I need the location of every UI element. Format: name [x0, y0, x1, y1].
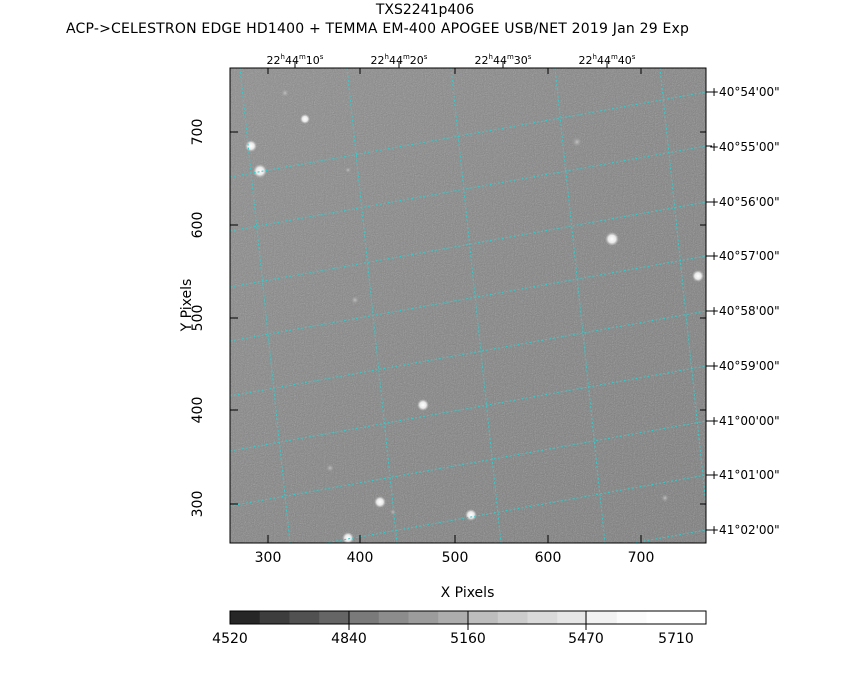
ra-tick-label: 22h44m40s: [578, 53, 636, 67]
colorbar-segment: [587, 611, 618, 624]
y-axis-label: Y Pixels: [179, 278, 195, 332]
dec-tick-label: +40°54'00": [709, 85, 780, 99]
x-tick-label: 600: [534, 550, 562, 566]
x-tick-label: 300: [254, 550, 282, 566]
star: [572, 137, 582, 147]
star: [245, 140, 257, 152]
star: [374, 496, 386, 508]
star: [605, 232, 619, 246]
star: [692, 270, 704, 282]
star: [351, 296, 359, 304]
dec-tick-label: +40°58'00": [709, 304, 780, 318]
sky-image: [230, 68, 706, 543]
image-subtitle: ACP->CELESTRON EDGE HD1400 + TEMMA EM-40…: [66, 21, 690, 37]
y-tick-label: 600: [190, 211, 206, 239]
x-tick-label: 400: [346, 550, 374, 566]
ra-tick-label: 22h44m30s: [474, 53, 532, 67]
colorbar-label: 5470: [568, 631, 604, 647]
dec-tick-label: +41°02'00": [709, 523, 780, 537]
axis-ticks: [230, 62, 712, 543]
colorbar-segment: [676, 611, 707, 624]
dec-grid-line: [230, 420, 706, 507]
star: [661, 494, 669, 502]
ra-tick-label: 22h44m10s: [266, 53, 324, 67]
dec-grid-line: [230, 365, 706, 452]
colorbar-segment: [616, 611, 647, 624]
dec-grid-line: [230, 91, 706, 178]
colorbar-segment: [438, 611, 469, 624]
image-title: TXS2241p406: [375, 2, 475, 18]
star: [390, 509, 396, 515]
star: [281, 89, 289, 97]
x-axis-label: X Pixels: [440, 585, 495, 601]
y-tick-label: 700: [190, 118, 206, 146]
plot-frame: [229, 67, 707, 544]
star-field: [245, 89, 704, 543]
dec-tick-label: +40°57'00": [709, 249, 780, 263]
colorbar-label: 5160: [450, 631, 486, 647]
colorbar-segment: [230, 611, 261, 624]
colorbar-segment: [646, 611, 677, 624]
star: [417, 399, 429, 411]
dec-grid-line: [230, 201, 706, 288]
dec-tick-label: +41°01'00": [709, 468, 780, 482]
colorbar-segment: [259, 611, 290, 624]
dec-tick-label: +41°00'00": [709, 414, 780, 428]
colorbar-segment: [527, 611, 558, 624]
x-tick-label: 700: [627, 550, 655, 566]
dec-grid-line: [322, 474, 706, 543]
colorbar-segment: [468, 611, 499, 624]
star: [300, 114, 310, 124]
colorbar-segment: [378, 611, 409, 624]
colorbar-segment: [289, 611, 320, 624]
coordinate-grid: [230, 68, 706, 543]
colorbar-segment: [349, 611, 380, 624]
colorbar-label: 4520: [212, 631, 248, 647]
x-tick-label: 500: [441, 550, 469, 566]
colorbar-segment: [497, 611, 528, 624]
y-tick-label: 400: [190, 396, 206, 424]
star: [326, 464, 334, 472]
star: [465, 509, 477, 521]
colorbar-segment: [319, 611, 350, 624]
dec-tick-label: +40°59'00": [709, 359, 780, 373]
ra-tick-label: 22h44m20s: [370, 53, 428, 67]
colorbar: [229, 610, 707, 630]
colorbar-segment: [408, 611, 439, 624]
star: [342, 532, 354, 543]
colorbar-label: 5710: [658, 631, 694, 647]
dec-tick-label: +40°55'00": [709, 140, 780, 154]
dec-tick-label: +40°56'00": [709, 195, 780, 209]
dec-grid-line: [230, 255, 706, 342]
colorbar-label: 4840: [331, 631, 367, 647]
y-tick-label: 300: [190, 490, 206, 518]
star: [345, 167, 351, 173]
dec-grid-line: [230, 310, 706, 397]
star: [253, 164, 267, 178]
colorbar-segment: [557, 611, 588, 624]
dec-grid-line: [230, 145, 706, 232]
